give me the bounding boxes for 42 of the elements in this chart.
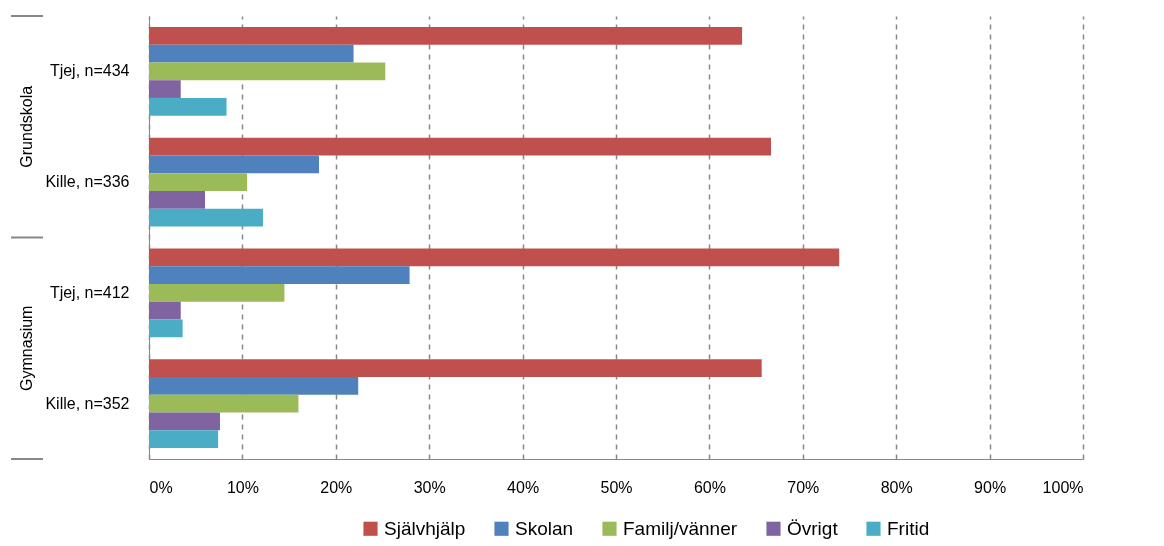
y-tick-label: Kille, n=336	[45, 173, 130, 191]
x-tick-label: 60%	[693, 478, 726, 496]
y-tick-label: Tjej, n=434	[49, 62, 130, 80]
bar	[149, 266, 410, 285]
bar	[149, 62, 386, 81]
x-tick-label: 80%	[880, 478, 913, 496]
bar	[149, 248, 840, 267]
text: Gymnasium	[18, 305, 35, 391]
bar	[149, 44, 354, 63]
bar	[149, 137, 772, 156]
legend-label: Familj/vänner	[623, 517, 738, 539]
x-tick-label: 10%	[226, 478, 259, 496]
x-tick-label: 90%	[974, 478, 1007, 496]
legend-label: Övrigt	[787, 517, 839, 539]
x-tick-label: 100%	[1042, 478, 1084, 496]
text: Grundskola	[18, 85, 35, 168]
x-tick-label: 40%	[507, 478, 540, 496]
x-tick-label: 70%	[787, 478, 820, 496]
bar	[149, 412, 220, 431]
bar	[149, 155, 319, 174]
legend-label: Skolan	[515, 517, 574, 539]
bar	[149, 208, 263, 227]
bar	[149, 301, 181, 320]
bar	[149, 319, 183, 338]
bar	[149, 27, 743, 45]
bar	[149, 97, 227, 116]
bar	[149, 430, 219, 448]
x-tick-label: 0%	[149, 478, 173, 496]
legend-label: Självhjälp	[384, 517, 466, 539]
x-tick-label: 30%	[413, 478, 446, 496]
bar	[149, 377, 359, 395]
bar	[149, 394, 299, 413]
y-tick-label: Kille, n=352	[45, 394, 130, 412]
bar	[149, 173, 248, 191]
bar	[149, 359, 762, 378]
bar	[149, 80, 181, 98]
x-tick-label: 20%	[320, 478, 353, 496]
y-tick-label: Tjej, n=412	[49, 283, 130, 301]
bar	[149, 284, 285, 302]
legend-label: Fritid	[887, 517, 930, 539]
bar	[149, 190, 206, 209]
x-tick-label: 50%	[600, 478, 633, 496]
